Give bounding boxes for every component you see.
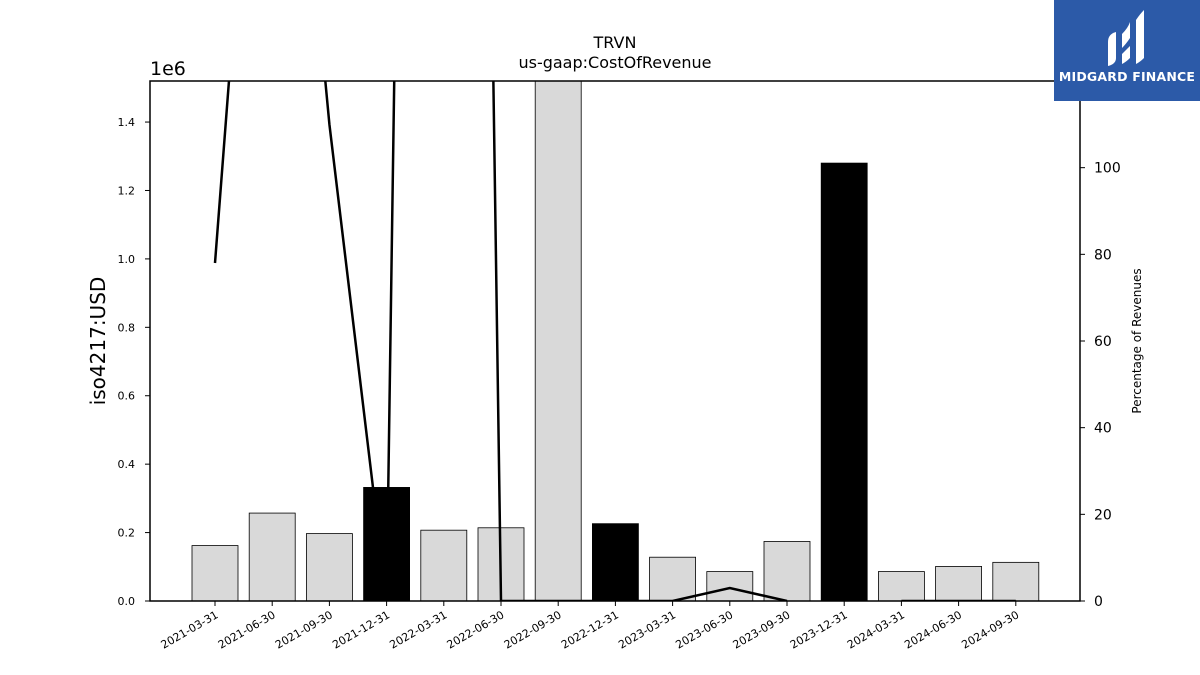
y-axis-label: iso4217:USD bbox=[86, 277, 110, 406]
bar-2022-03-31 bbox=[420, 529, 468, 602]
bar-2023-09-30 bbox=[763, 541, 811, 602]
y2-axis-label: Percentage of Revenues bbox=[1130, 268, 1144, 413]
bar-2023-12-31 bbox=[820, 162, 868, 602]
y-tick-label: 1.0 bbox=[118, 253, 136, 266]
x-tick-label: 2024-03-31 bbox=[845, 608, 907, 651]
x-tick-label: 2021-09-30 bbox=[273, 608, 335, 651]
percentage-line bbox=[213, 81, 1016, 601]
y-tick-label: 0.8 bbox=[118, 321, 136, 334]
bar-2021-03-31 bbox=[191, 545, 239, 602]
y2-tick-label: 100 bbox=[1094, 161, 1121, 177]
chart-title: TRVN bbox=[593, 33, 637, 52]
bar-2021-06-30 bbox=[248, 512, 296, 602]
bar-2022-12-31 bbox=[592, 523, 639, 602]
y-tick-label: 0.4 bbox=[118, 458, 136, 471]
x-tick-label: 2022-09-30 bbox=[502, 608, 564, 651]
chart-subtitle: us-gaap:CostOfRevenue bbox=[518, 53, 711, 72]
y-tick-label: 0.2 bbox=[118, 527, 136, 540]
bar-2023-03-31 bbox=[649, 556, 696, 602]
y2-tick-label: 80 bbox=[1094, 247, 1112, 263]
x-tick-label: 2022-06-30 bbox=[445, 608, 507, 651]
y-offset-label: 1e6 bbox=[150, 58, 186, 80]
midgard-finance-logo: MIDGARD FINANCE bbox=[1054, 0, 1200, 101]
x-tick-label: 2024-06-30 bbox=[902, 608, 964, 651]
plot-area: 0.0 0.2 0.4 0.6 0.8 1.0 1.2 1.4 0 20 40 60 80 100 2021… bbox=[118, 80, 1121, 652]
bar-2024-09-30 bbox=[992, 561, 1040, 602]
logo-text: MIDGARD FINANCE bbox=[1058, 69, 1196, 84]
y2-tick-label: 40 bbox=[1094, 421, 1112, 437]
x-tick-label: 2022-12-31 bbox=[559, 608, 621, 651]
y2-tick-label: 0 bbox=[1094, 594, 1103, 610]
bar-2024-03-31 bbox=[878, 571, 925, 602]
y-tick-label: 0.6 bbox=[118, 390, 136, 403]
y2-tick-label: 60 bbox=[1094, 334, 1112, 350]
bar-2024-06-30 bbox=[935, 566, 982, 602]
y2-tick-label: 20 bbox=[1094, 507, 1112, 523]
y-tick-label: 1.2 bbox=[118, 184, 136, 197]
x-tick-label: 2021-12-31 bbox=[330, 608, 392, 651]
x-tick-label: 2024-09-30 bbox=[959, 608, 1021, 651]
logo-mark-icon bbox=[1108, 10, 1144, 66]
x-tick-label: 2023-09-30 bbox=[731, 608, 793, 651]
x-tick-label: 2021-03-31 bbox=[159, 608, 221, 651]
x-tick-label: 2023-12-31 bbox=[788, 608, 850, 651]
y-tick-label: 1.4 bbox=[118, 116, 136, 129]
x-tick-label: 2021-06-30 bbox=[216, 608, 278, 651]
x-tick-label: 2023-03-31 bbox=[616, 608, 678, 651]
bar-2023-06-30 bbox=[706, 571, 754, 602]
y-tick-label: 0.0 bbox=[118, 595, 136, 608]
x-tick-label: 2022-03-31 bbox=[387, 608, 449, 651]
bar-2022-09-30 bbox=[534, 80, 582, 602]
x-tick-label: 2023-06-30 bbox=[673, 608, 735, 651]
bar-2021-09-30 bbox=[305, 533, 353, 602]
